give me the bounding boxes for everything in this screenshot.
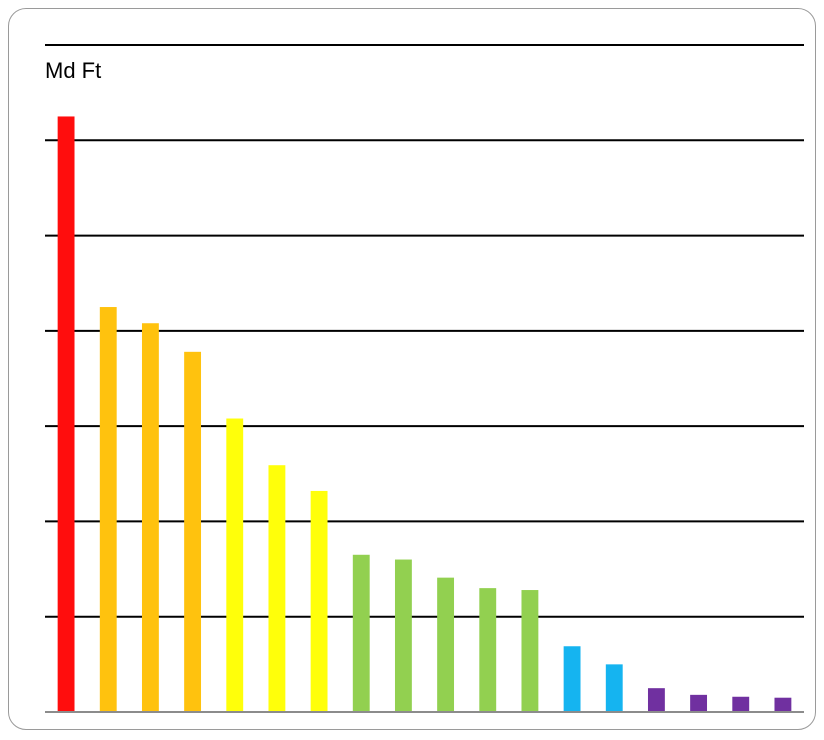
bar <box>521 590 539 712</box>
bar <box>479 588 497 712</box>
bar <box>310 490 328 712</box>
bar <box>437 577 455 712</box>
bar <box>647 688 665 712</box>
bar <box>563 646 581 712</box>
bar <box>690 694 708 712</box>
bar <box>394 559 412 712</box>
bar <box>352 554 370 712</box>
bar <box>268 465 286 712</box>
bar <box>605 664 623 712</box>
y-axis-label: Md Ft <box>45 58 101 83</box>
bar <box>141 323 159 712</box>
gridlines <box>45 44 804 618</box>
bars <box>57 116 792 712</box>
bar <box>184 351 202 712</box>
bar <box>732 696 750 712</box>
bar <box>226 418 244 712</box>
bar <box>57 116 75 712</box>
bar <box>99 307 117 712</box>
bar <box>774 697 792 712</box>
